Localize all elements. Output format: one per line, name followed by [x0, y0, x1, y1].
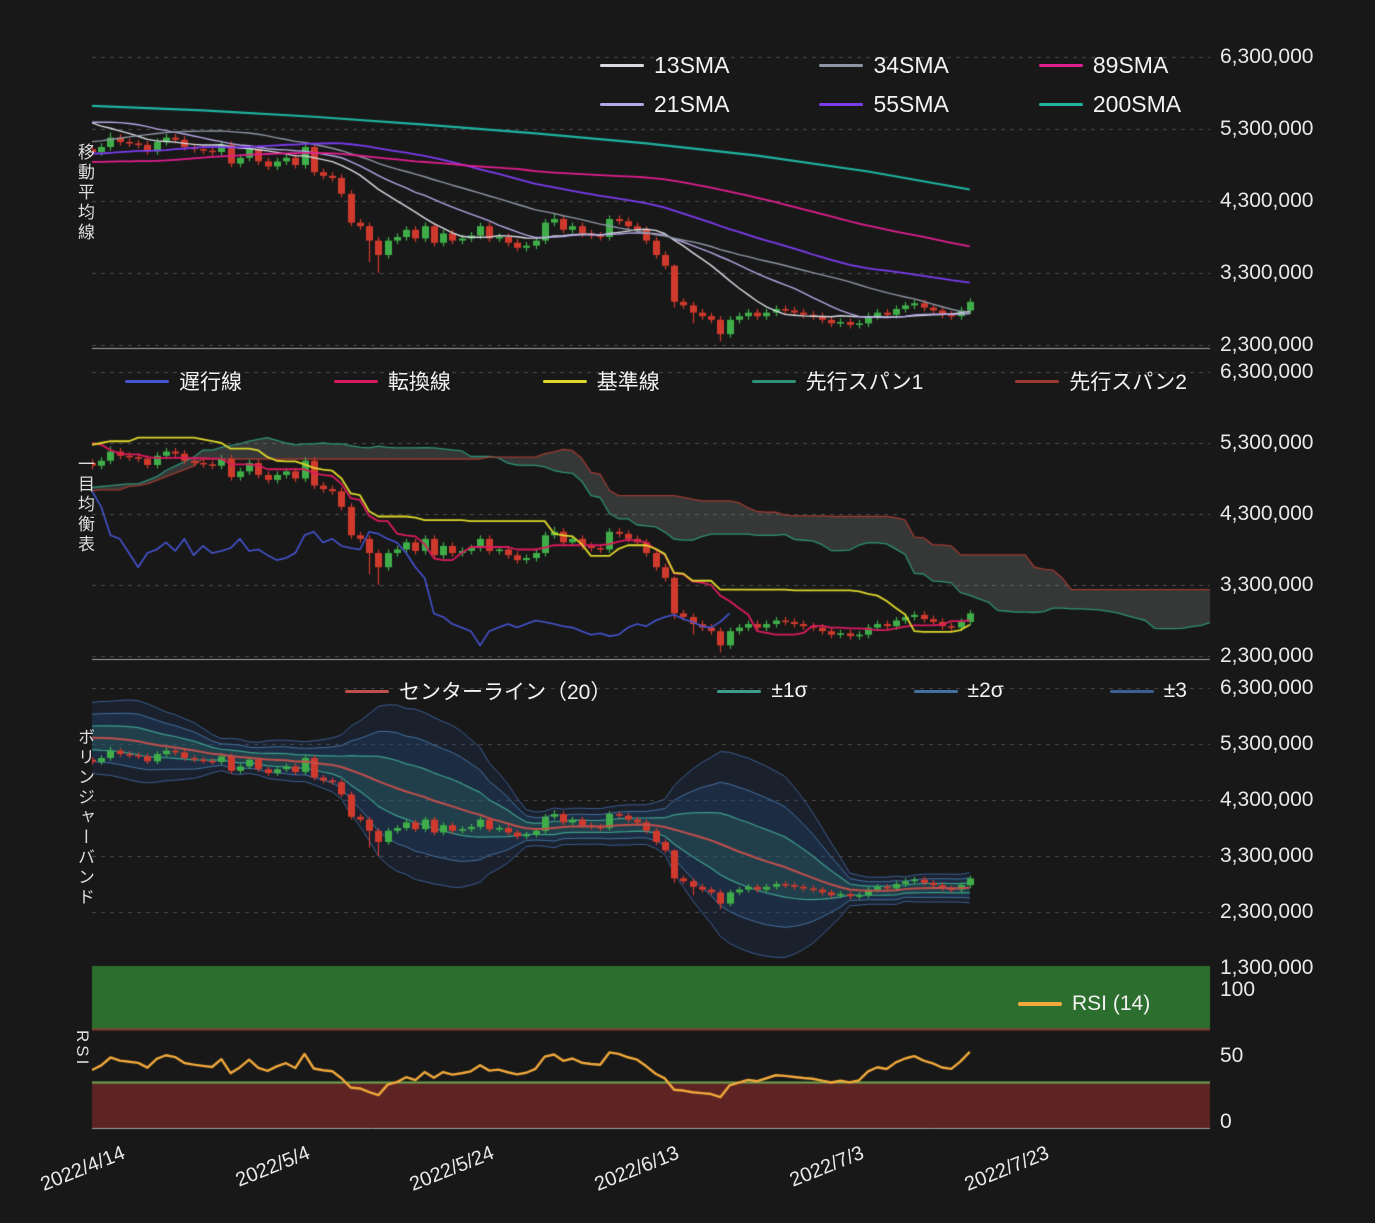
sma200-line-swatch	[1038, 103, 1083, 106]
legend-item-kijun[interactable]: 基準線	[542, 366, 660, 396]
legend-label-55sma: 55SMA	[873, 91, 949, 117]
legend-item-sigma1[interactable]: ±1σ	[717, 679, 808, 703]
legend-label-200sma: 200SMA	[1092, 91, 1182, 117]
y-tick-label: 4,300,000	[1220, 189, 1314, 212]
legend-label-rsi: RSI (14)	[1072, 992, 1151, 1015]
legend-label-senkou-span1: 先行スパン1	[805, 371, 924, 394]
legend-item-sigma2[interactable]: ±2σ	[913, 679, 1004, 703]
y-tick-label: 6,300,000	[1220, 45, 1314, 68]
centerline-swatch	[345, 689, 389, 693]
legend-item-34sma[interactable]: 34SMA	[819, 52, 949, 79]
legend-item-rsi[interactable]: RSI (14)	[1018, 992, 1150, 1016]
legend-item-senkou-span2[interactable]: 先行スパン2	[1015, 366, 1187, 396]
legend-label-chikou: 遅行線	[179, 371, 242, 394]
y-tick-label: 3,300,000	[1220, 261, 1314, 284]
legend-label-centerline: センターライン（20）	[399, 681, 612, 704]
tenkan-line-swatch	[333, 379, 378, 383]
legend-item-chikou[interactable]: 遅行線	[125, 366, 242, 396]
y-tick-label: 2,300,000	[1220, 333, 1314, 356]
y-tick-label: 4,300,000	[1220, 502, 1314, 525]
legend-item-21sma[interactable]: 21SMA	[600, 91, 729, 118]
senkou-span1-line-swatch	[751, 379, 796, 383]
legend-moving-averages: 13SMA 21SMA 34SMA 55SMA 89SMA 200SMA	[600, 52, 1181, 118]
y-tick-label: 3,300,000	[1220, 573, 1314, 596]
y-tick-label: 4,300,000	[1220, 788, 1314, 811]
y-tick-label: 5,300,000	[1220, 732, 1314, 755]
y-tick-label: 100	[1220, 978, 1256, 1001]
y-tick-label: 2,300,000	[1220, 900, 1314, 923]
y-tick-label: 50	[1220, 1044, 1244, 1067]
y-tick-label: 5,300,000	[1220, 431, 1314, 454]
legend-bollinger: センターライン（20） ±1σ ±2σ ±3	[345, 676, 1187, 706]
legend-ichimoku: 遅行線 転換線 基準線 先行スパン1 先行スパン2	[125, 366, 1187, 396]
sma34-line-swatch	[819, 64, 864, 67]
rsi-line-swatch	[1018, 1002, 1062, 1006]
y-tick-label: 5,300,000	[1220, 117, 1314, 140]
y-tick-label: 0	[1220, 1110, 1232, 1133]
sigma1-line-swatch	[717, 689, 762, 693]
legend-label-tenkan: 転換線	[387, 371, 451, 394]
sma89-line-swatch	[1038, 64, 1083, 67]
legend-item-55sma[interactable]: 55SMA	[819, 91, 949, 118]
legend-label-senkou-span2: 先行スパン2	[1069, 371, 1187, 394]
legend-label-13sma: 13SMA	[654, 52, 730, 78]
kijun-line-swatch	[542, 379, 587, 383]
legend-label-sigma2: ±2σ	[967, 679, 1004, 702]
legend-rsi: RSI (14)	[1018, 992, 1150, 1016]
panel-title-rsi: RSI	[73, 1030, 92, 1068]
sigma2-line-swatch	[913, 689, 958, 693]
legend-label-21sma: 21SMA	[654, 91, 730, 117]
sigma3-line-sw	[1109, 689, 1154, 693]
y-tick-label: 6,300,000	[1220, 360, 1314, 383]
y-tick-label: 6,300,000	[1220, 676, 1314, 699]
legend-item-89sma[interactable]: 89SMA	[1038, 52, 1181, 79]
panel-title-ichimoku: 一目均衡表	[75, 455, 94, 555]
y-tick-label: 1,300,000	[1220, 956, 1314, 979]
legend-item-200sma[interactable]: 200SMA	[1038, 91, 1182, 118]
sma55-line-swatch	[819, 103, 864, 106]
legend-label-34sma: 34SMA	[873, 52, 949, 78]
legend-label-kijun: 基準線	[596, 371, 660, 394]
chikou-line-swatch	[125, 379, 169, 383]
legend-label-sigma3: ±3	[1163, 679, 1187, 702]
senkou-span2-line-swatch	[1015, 379, 1060, 383]
legend-label-sigma1: ±1σ	[771, 679, 808, 702]
legend-item-centerline[interactable]: センターライン（20）	[345, 676, 611, 706]
sma21-line-swatch	[600, 103, 644, 106]
panel-title-moving-average: 移動平均線	[75, 143, 94, 243]
panel-title-bollinger: ボリンジャーバンド	[75, 728, 94, 908]
y-tick-label: 2,300,000	[1220, 644, 1314, 667]
legend-label-89sma: 89SMA	[1092, 52, 1169, 78]
y-tick-label: 3,300,000	[1220, 844, 1314, 867]
legend-item-tenkan[interactable]: 転換線	[333, 366, 451, 396]
legend-item-13sma[interactable]: 13SMA	[600, 52, 729, 79]
legend-item-sigma3[interactable]: ±3	[1109, 679, 1187, 703]
legend-item-senkou-span1[interactable]: 先行スパン1	[751, 366, 924, 396]
sma13-line-swatch	[600, 64, 644, 67]
